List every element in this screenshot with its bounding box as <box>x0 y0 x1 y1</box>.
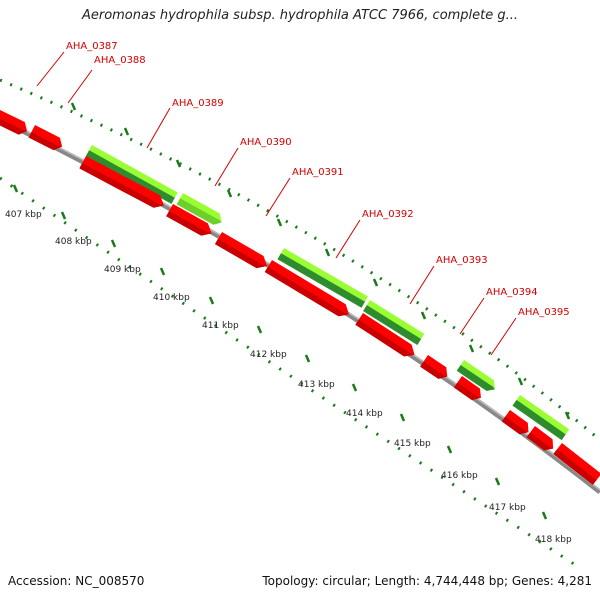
red-gene-2[interactable] <box>28 125 66 153</box>
inner-major-tick <box>256 325 263 334</box>
green-feature-1[interactable] <box>85 145 178 204</box>
inner-major-tick <box>159 267 166 276</box>
inner-major-tick <box>60 211 67 220</box>
gene-callout-line <box>146 107 171 149</box>
red-gene-12[interactable] <box>553 443 600 485</box>
gene-callout-line <box>67 69 93 104</box>
gene-label-aha_0393[interactable]: AHA_0393 <box>436 255 488 266</box>
map-title: Aeromonas hydrophila subsp. hydrophila A… <box>81 8 519 23</box>
outer-major-tick <box>564 411 571 420</box>
gene-callout-line <box>265 177 291 217</box>
accession-label: Accession: NC_008570 <box>8 574 145 588</box>
gene-callout-line <box>409 265 435 305</box>
scale-label: 407 kbp <box>5 210 42 220</box>
scale-label: 411 kbp <box>202 321 239 331</box>
inner-major-tick <box>351 383 358 392</box>
outer-major-tick <box>70 102 77 111</box>
outer-major-tick <box>517 377 524 386</box>
red-gene-7[interactable] <box>355 313 418 361</box>
outer-major-tick <box>372 278 379 287</box>
inner-major-tick <box>208 296 215 305</box>
scale-label: 414 kbp <box>346 409 383 419</box>
outer-major-tick <box>276 218 283 227</box>
gene-callout-line <box>459 297 485 335</box>
inner-major-tick <box>399 413 406 422</box>
gene-label-aha_0387[interactable]: AHA_0387 <box>66 41 118 52</box>
red-gene-1[interactable] <box>0 108 30 137</box>
scale-labels: 407 kbp 408 kbp 409 kbp 410 kbp 411 kbp 412 k… <box>5 210 572 545</box>
inner-major-tick <box>494 477 501 486</box>
gene-callouts: AHA_0387 AHA_0388 AHA_0389 AHA_0390 AHA_0391… <box>36 41 570 356</box>
outer-major-tick <box>226 189 233 198</box>
green-feature-4[interactable] <box>363 300 425 345</box>
red-gene-6[interactable] <box>264 260 353 320</box>
gene-label-aha_0390[interactable]: AHA_0390 <box>240 137 292 148</box>
inner-major-tick <box>304 354 311 363</box>
gene-callout-line <box>214 147 239 187</box>
scale-label: 418 kbp <box>535 535 572 545</box>
outer-major-tick <box>123 127 130 136</box>
gene-callout-line <box>335 219 361 259</box>
gene-callout-line <box>490 317 517 356</box>
outer-major-tick <box>420 311 427 320</box>
scale-label: 417 kbp <box>489 503 526 513</box>
scale-label: 415 kbp <box>394 439 431 449</box>
inner-major-tick <box>12 184 19 193</box>
red-gene-4[interactable] <box>166 204 215 240</box>
outer-tick-ring <box>0 78 600 442</box>
reverse-strand-features <box>0 108 600 485</box>
inner-major-tick <box>110 239 117 248</box>
inner-major-tick <box>446 445 453 454</box>
outer-major-ticks <box>70 102 571 420</box>
green-feature-3[interactable] <box>277 248 369 308</box>
scale-label: 409 kbp <box>104 265 141 275</box>
green-feature-2[interactable] <box>176 193 225 228</box>
red-gene-9[interactable] <box>453 376 485 404</box>
gene-label-aha_0388[interactable]: AHA_0388 <box>94 55 146 66</box>
outer-major-tick <box>175 159 182 168</box>
gene-callout-line <box>36 51 65 87</box>
inner-major-tick <box>541 511 548 520</box>
scale-label: 413 kbp <box>298 380 335 390</box>
genome-summary: Topology: circular; Length: 4,744,448 bp… <box>262 574 592 588</box>
gene-label-aha_0391[interactable]: AHA_0391 <box>292 167 344 178</box>
scale-label: 412 kbp <box>250 350 287 360</box>
scale-label: 408 kbp <box>55 237 92 247</box>
red-gene-11[interactable] <box>526 426 558 454</box>
gene-label-aha_0389[interactable]: AHA_0389 <box>172 98 224 109</box>
gene-label-aha_0392[interactable]: AHA_0392 <box>362 209 414 220</box>
red-gene-10[interactable] <box>501 410 533 438</box>
green-feature-5[interactable] <box>456 360 499 394</box>
green-feature-6[interactable] <box>512 395 570 441</box>
red-gene-5[interactable] <box>215 232 270 272</box>
gene-label-aha_0395[interactable]: AHA_0395 <box>518 307 570 318</box>
outer-major-tick <box>468 344 475 353</box>
forward-strand-features <box>85 145 570 441</box>
red-gene-3[interactable] <box>79 156 167 212</box>
red-gene-8[interactable] <box>420 355 451 382</box>
inner-major-ticks <box>12 184 548 520</box>
outer-major-tick <box>324 248 331 257</box>
scale-label: 410 kbp <box>153 293 190 303</box>
scale-label: 416 kbp <box>441 471 478 481</box>
gene-label-aha_0394[interactable]: AHA_0394 <box>486 287 538 298</box>
